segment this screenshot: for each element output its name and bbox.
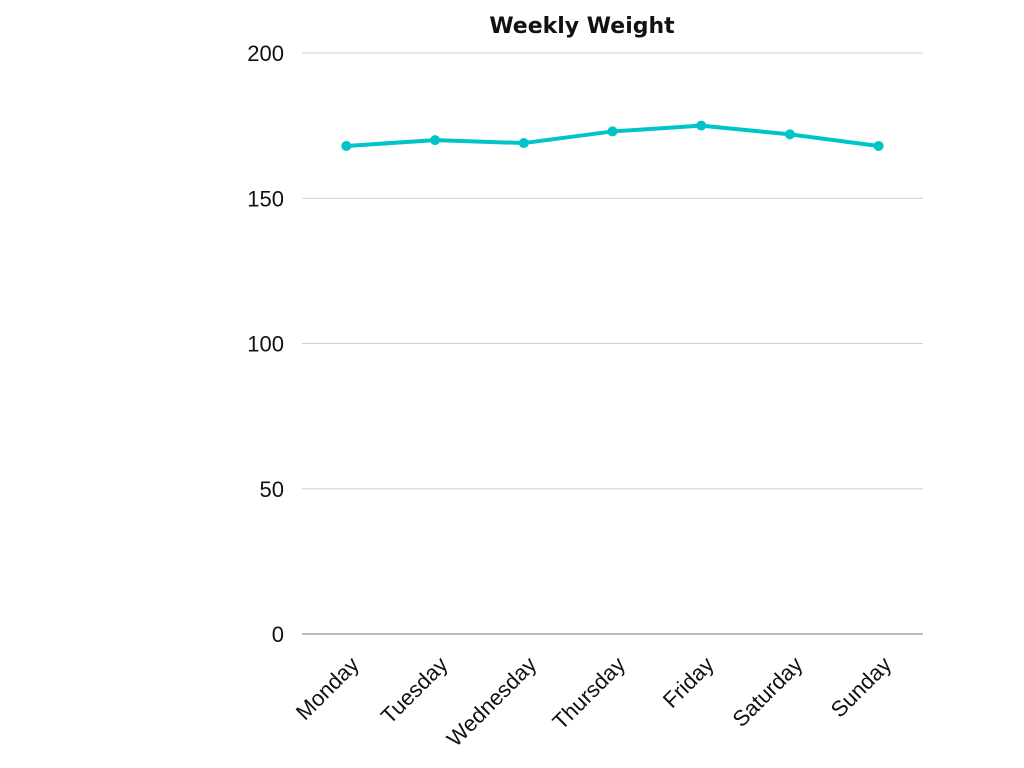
data-point xyxy=(341,140,352,151)
chart-title: Weekly Weight xyxy=(489,14,675,39)
data-point xyxy=(518,138,529,149)
gridlines xyxy=(302,52,923,635)
y-tick-label: 200 xyxy=(247,41,284,66)
data-point xyxy=(696,120,707,131)
data-point xyxy=(430,135,441,146)
x-tick-label: Monday xyxy=(291,652,364,725)
y-tick-label: 0 xyxy=(272,622,284,647)
x-tick-label: Tuesday xyxy=(376,652,453,729)
series-layer xyxy=(341,120,884,151)
x-tick-label: Sunday xyxy=(826,652,896,722)
x-tick-label: Wednesday xyxy=(442,652,542,752)
y-tick-label: 150 xyxy=(247,186,284,211)
x-tick-label: Friday xyxy=(658,652,719,713)
y-axis-ticks: 0 50 100 150 200 xyxy=(247,41,284,647)
data-point xyxy=(873,140,884,151)
data-point xyxy=(607,126,618,137)
y-tick-label: 100 xyxy=(247,332,284,357)
x-tick-label: Thursday xyxy=(548,652,631,735)
x-tick-label: Saturday xyxy=(728,652,808,732)
y-tick-label: 50 xyxy=(260,477,284,502)
data-point xyxy=(784,129,795,140)
